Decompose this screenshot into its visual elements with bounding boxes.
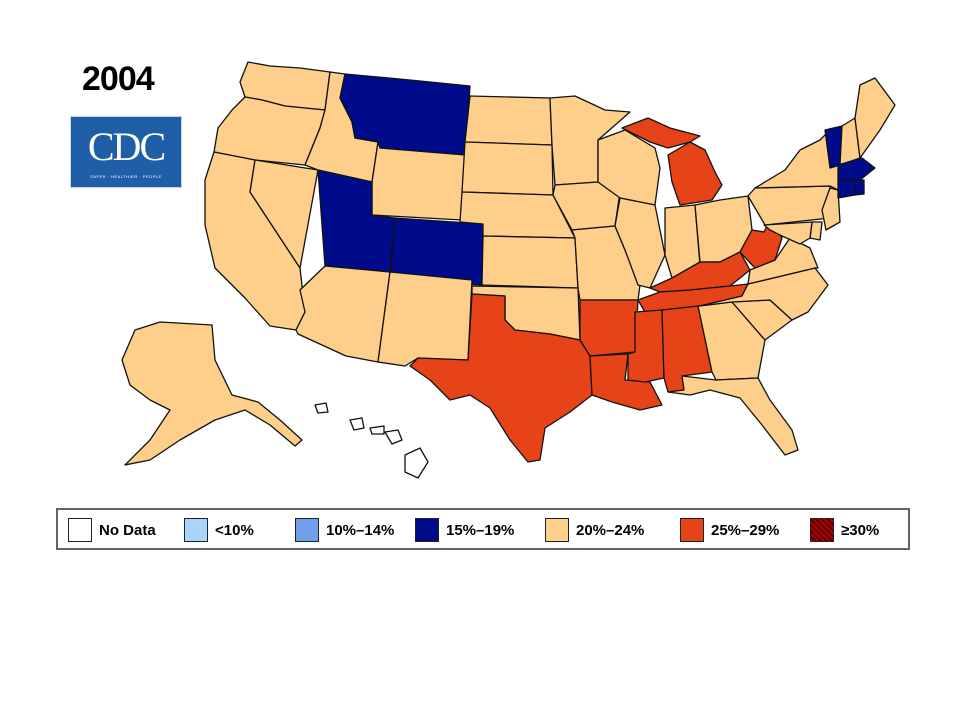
state-mi <box>667 141 723 206</box>
state-il <box>614 197 666 289</box>
state-wy <box>371 141 466 221</box>
us-map <box>121 61 896 479</box>
state-pa <box>747 185 831 226</box>
legend-label: 20%–24% <box>576 521 645 539</box>
cdc-logo: CDC SAFER · HEALTHIER · PEOPLE <box>70 116 182 188</box>
legend-swatch <box>295 518 319 542</box>
state-fl <box>667 375 799 456</box>
state-ar <box>579 299 639 357</box>
state-ak <box>121 321 303 466</box>
state-az <box>295 265 391 363</box>
state-ks <box>481 235 579 289</box>
legend: No Data <10% 10%–14% 15%–19% 20%–24% 25%–29% ≥… <box>56 508 910 550</box>
legend-item: 15%–19% <box>415 517 514 543</box>
legend-label: 15%–19% <box>446 521 515 539</box>
state-wi <box>597 129 661 206</box>
state-hi-maui <box>384 429 403 445</box>
state-sd <box>461 141 554 196</box>
legend-item: 25%–29% <box>680 517 779 543</box>
map-year-title: 2004 <box>82 60 155 98</box>
state-nj <box>821 187 841 231</box>
cdc-logo-text: CDC <box>87 124 166 169</box>
state-nm <box>377 271 473 367</box>
legend-swatch <box>680 518 704 542</box>
state-hi-kauai <box>314 402 329 414</box>
legend-item: 20%–24% <box>545 517 644 543</box>
state-me <box>854 77 896 159</box>
legend-item: <10% <box>184 517 254 543</box>
legend-label: <10% <box>215 521 254 539</box>
legend-item: ≥30% <box>810 517 879 543</box>
state-la <box>589 353 663 411</box>
legend-swatch <box>545 518 569 542</box>
state-mi-upper <box>621 117 701 149</box>
legend-item: No Data <box>68 517 156 543</box>
state-ma <box>837 157 876 181</box>
state-ri <box>854 179 865 196</box>
state-hi-big <box>404 447 429 479</box>
legend-swatch <box>68 518 92 542</box>
legend-swatch <box>184 518 208 542</box>
cdc-logo-tagline: SAFER · HEALTHIER · PEOPLE <box>90 174 162 179</box>
legend-label: 10%–14% <box>326 521 395 539</box>
state-tx <box>409 293 593 463</box>
legend-label: ≥30% <box>841 521 880 539</box>
state-nd <box>464 95 553 146</box>
state-ct <box>837 179 856 199</box>
legend-item: 10%–14% <box>295 517 394 543</box>
state-md <box>763 221 813 245</box>
legend-label: 25%–29% <box>711 521 780 539</box>
legend-label: No Data <box>99 521 156 539</box>
legend-swatch <box>810 518 834 542</box>
state-hi-molokai <box>369 425 385 435</box>
state-hi-oahu <box>349 417 365 431</box>
legend-swatch <box>415 518 439 542</box>
state-nv <box>249 159 319 269</box>
